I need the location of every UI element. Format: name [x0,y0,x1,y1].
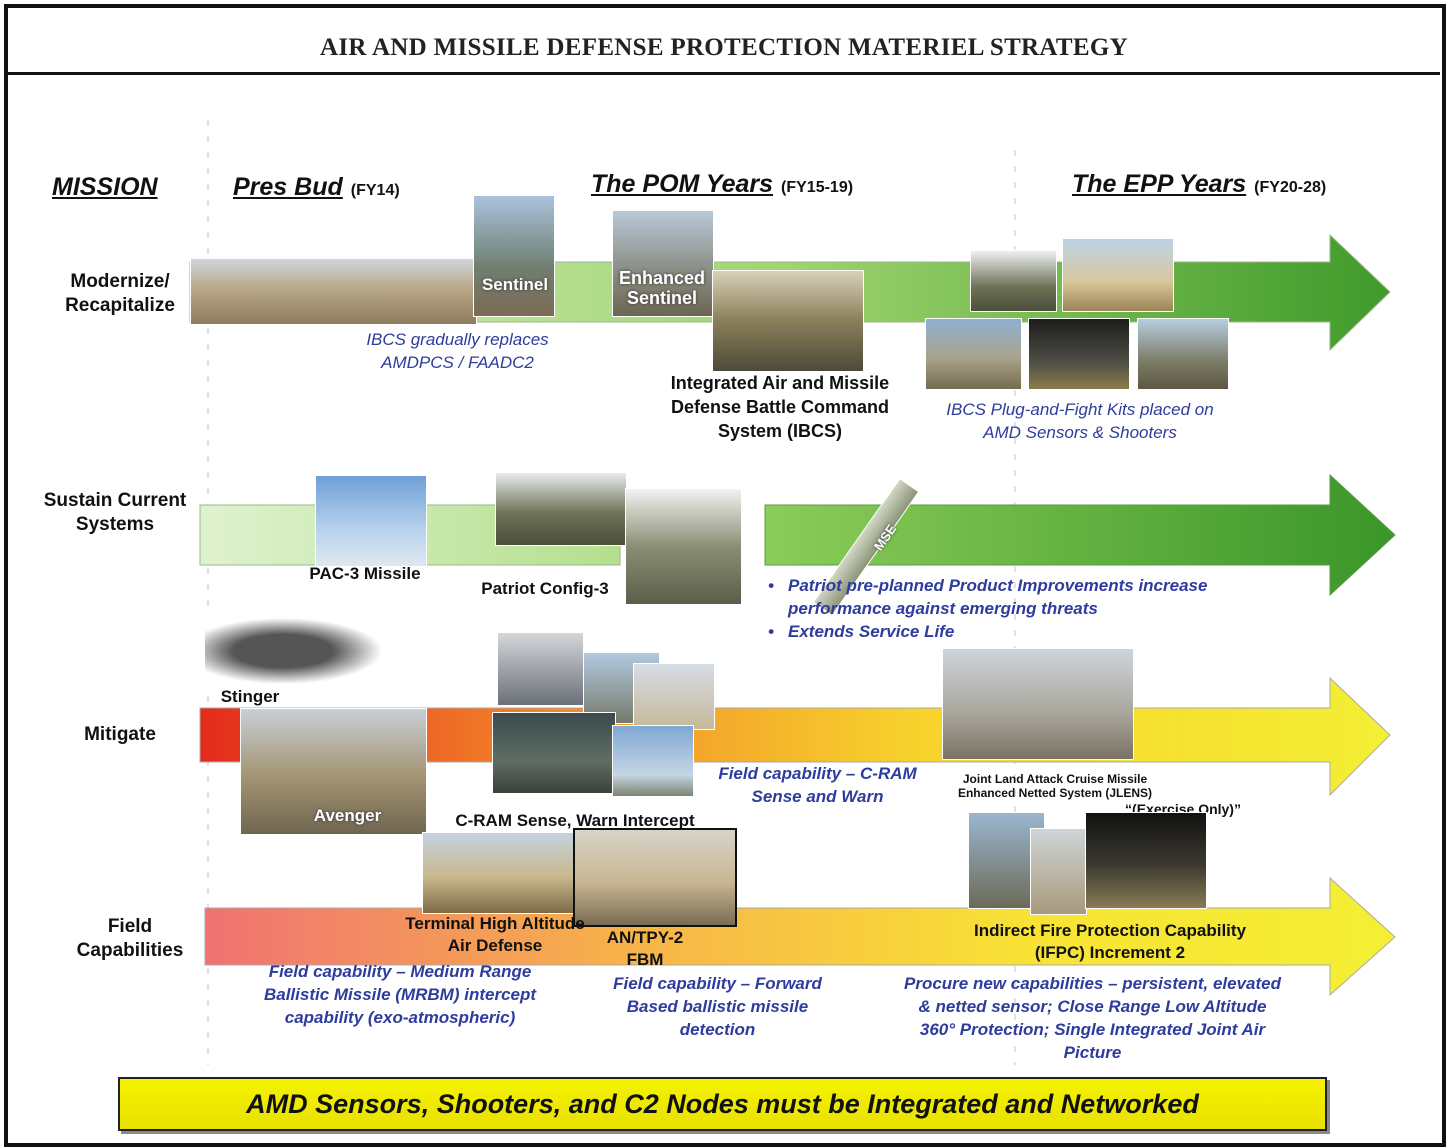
photo-label: Enhanced Sentinel [608,268,716,308]
photo [1028,318,1130,390]
system-label: Stinger [195,686,305,708]
row-label: Field Capabilities [55,915,205,963]
note: IBCS gradually replaces AMDPCS / FAADC2 [350,328,565,374]
photo [942,648,1134,760]
photo [422,832,574,914]
column-header: The EPP Years (FY20-28) [1072,170,1326,199]
system-label: Indirect Fire Protection Capability (IFP… [955,920,1265,964]
photo [612,725,694,797]
note: Patriot pre-planned Product Improvements… [788,574,1248,620]
photo [495,472,627,546]
photo [633,663,715,730]
photo [573,828,737,927]
photo [970,250,1057,312]
column-header: Pres Bud (FY14) [233,173,400,202]
photo [190,258,477,325]
photo [1085,812,1207,909]
banner-text: AMD Sensors, Shooters, and C2 Nodes must… [246,1089,1199,1119]
note: Field capability – Forward Based ballist… [605,972,830,1041]
page: AIR AND MISSILE DEFENSE PROTECTION MATER… [0,0,1448,1145]
bullet: •Extends Service Life [768,620,1248,643]
system-label: Joint Land Attack Cruise Missile Enhance… [935,772,1175,800]
column-name: Pres Bud [233,173,343,201]
system-label: Terminal High Altitude Air Defense [395,913,595,957]
banner: AMD Sensors, Shooters, and C2 Nodes must… [118,1077,1327,1131]
column-name: The EPP Years [1072,170,1246,198]
note: Procure new capabilities – persistent, e… [900,972,1285,1064]
note: Extends Service Life [788,620,954,643]
header-text: MISSION [52,173,158,201]
photo [925,318,1022,390]
photo [205,612,400,690]
photo-label: Avenger [255,806,440,826]
system-label: Patriot Config-3 [455,578,635,600]
column-period: (FY20-28) [1254,179,1326,196]
photo [1062,238,1174,312]
photo [315,475,427,567]
note: Field capability – Medium Range Ballisti… [255,960,545,1029]
mission-header: MISSION [52,173,158,202]
column-name: The POM Years [591,170,773,198]
photo [492,712,616,794]
note: IBCS Plug-and-Fight Kits placed on AMD S… [945,398,1215,444]
photo [625,488,742,605]
photo [473,195,555,317]
bullet-list: •Patriot pre-planned Product Improvement… [768,574,1248,643]
system-label: Integrated Air and Missile Defense Battl… [645,371,915,443]
bullet: •Patriot pre-planned Product Improvement… [768,574,1248,620]
photo [497,632,584,706]
note: Field capability – C-RAM Sense and Warn [700,762,935,808]
photo [1137,318,1229,390]
row-label: Mitigate [55,723,185,747]
photo [1030,828,1087,915]
system-label: PAC-3 Missile [285,563,445,585]
system-label: AN/TPY-2 FBM [595,927,695,971]
column-period: (FY15-19) [781,179,853,196]
column-header: The POM Years (FY15-19) [591,170,853,199]
column-period: (FY14) [351,182,400,199]
photo [712,270,864,372]
row-label: Modernize/ Recapitalize [50,270,190,318]
photo-label: Sentinel [470,275,560,295]
row-label: Sustain Current Systems [40,489,190,537]
